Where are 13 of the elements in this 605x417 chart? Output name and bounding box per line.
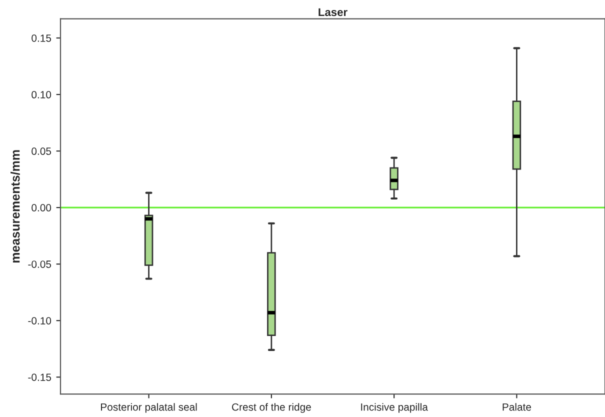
- y-axis-title: measurements/mm: [10, 150, 20, 263]
- y-tick-label: 0.10: [32, 91, 52, 98]
- y-tick-label: 0.05: [32, 148, 52, 155]
- y-tick-label: -0.15: [28, 374, 52, 381]
- x-tick-label: Incisive papilla: [361, 403, 428, 413]
- x-tick-label: Palate: [502, 403, 532, 411]
- x-tick-label: Posterior palatal seal: [101, 403, 197, 413]
- chart-title: Laser: [318, 8, 348, 16]
- y-tick-label: 0.15: [32, 34, 52, 42]
- y-tick-label: -0.10: [28, 317, 52, 324]
- y-tick-label: 0.00: [32, 204, 52, 212]
- x-tick-label: Crest of the ridge: [232, 403, 311, 413]
- y-tick-label: -0.05: [28, 260, 52, 268]
